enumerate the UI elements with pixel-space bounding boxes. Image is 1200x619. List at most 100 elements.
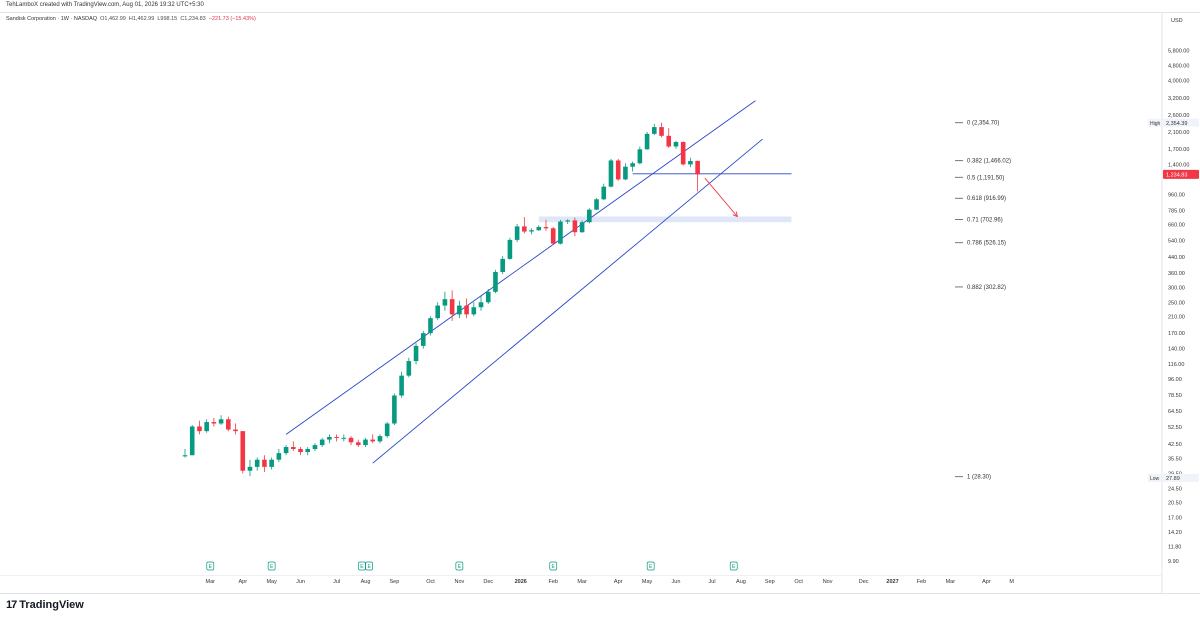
y-tick-label: 960.00 bbox=[1168, 193, 1185, 199]
candle-body bbox=[601, 186, 607, 200]
x-tick-label: 2027 bbox=[886, 579, 898, 585]
candle-body bbox=[464, 305, 469, 315]
x-tick-label: Apr bbox=[614, 579, 623, 585]
x-tick-label: Apr bbox=[238, 579, 247, 585]
candle-body bbox=[233, 429, 238, 432]
earnings-event-letter: E bbox=[270, 564, 274, 570]
y-tick-label: 660.00 bbox=[1168, 223, 1185, 229]
candle-body bbox=[298, 449, 303, 453]
low-value: L998.15 bbox=[157, 16, 178, 22]
earnings-event-icon bbox=[206, 561, 215, 571]
candle-body bbox=[695, 160, 700, 175]
earnings-event-icon bbox=[455, 561, 464, 571]
candle-body bbox=[529, 230, 534, 232]
y-tick-label: 96.00 bbox=[1168, 377, 1182, 383]
candle-body bbox=[413, 345, 419, 362]
candle-body bbox=[363, 439, 368, 446]
earnings-event-letter: E bbox=[649, 564, 653, 570]
candle-body bbox=[688, 161, 693, 165]
earnings-event-letter: E bbox=[367, 564, 371, 570]
y-tick-label: 540.00 bbox=[1168, 239, 1185, 245]
fib-level-label: 0.618 (916.99) bbox=[967, 196, 1006, 202]
candle-body bbox=[197, 426, 202, 432]
candle-body bbox=[449, 299, 455, 315]
high-tag-bg bbox=[1148, 118, 1161, 127]
symbol-title: Sandisk Corporation · 1W · NASDAQ bbox=[6, 16, 98, 22]
y-tick-label: 17.00 bbox=[1168, 516, 1182, 522]
candle-body bbox=[182, 455, 188, 457]
y-tick-label: 64.50 bbox=[1168, 409, 1182, 415]
y-tick-label: 52.50 bbox=[1168, 425, 1182, 431]
x-tick-label: Mar bbox=[946, 579, 956, 585]
symbol-info: Sandisk Corporation · 1W · NASDAQ O1,462… bbox=[6, 16, 256, 22]
candle-body bbox=[428, 318, 433, 334]
candle-body bbox=[507, 239, 513, 259]
x-tick-label: Nov bbox=[454, 579, 464, 585]
earnings-event-icon bbox=[267, 561, 276, 571]
fib-level-label: 0.882 (302.82) bbox=[967, 285, 1006, 291]
candle-body bbox=[659, 127, 664, 136]
fib-level-label: 1 (28.30) bbox=[967, 475, 991, 481]
high-tag: High bbox=[1150, 121, 1161, 127]
candle-body bbox=[420, 333, 426, 346]
candle-body bbox=[565, 220, 570, 222]
candle-body bbox=[269, 459, 274, 467]
high-value: 2,354.39 bbox=[1166, 121, 1187, 127]
candle-body bbox=[334, 436, 339, 438]
x-tick-label: Mar bbox=[577, 579, 587, 585]
fib-level-label: 0.71 (702.96) bbox=[967, 218, 1003, 224]
candle-body bbox=[442, 299, 448, 306]
earnings-event-icon bbox=[365, 561, 373, 571]
candle-body bbox=[536, 227, 542, 231]
candle-body bbox=[406, 361, 412, 376]
candle-body bbox=[615, 160, 621, 180]
candle-body bbox=[204, 422, 209, 432]
y-tick-label: 1,700.00 bbox=[1168, 147, 1189, 153]
earnings-event-letter: E bbox=[360, 564, 364, 570]
y-tick-label: 3,200.00 bbox=[1168, 96, 1189, 102]
candle-body bbox=[254, 459, 260, 467]
candle-body bbox=[608, 160, 614, 187]
y-tick-label: 360.00 bbox=[1168, 271, 1185, 277]
x-tick-label: Dec bbox=[483, 579, 493, 585]
x-tick-label: Mar bbox=[206, 579, 216, 585]
x-tick-label: Sep bbox=[765, 579, 775, 585]
currency-label: USD bbox=[1171, 18, 1183, 24]
candle-body bbox=[218, 419, 224, 424]
y-tick-label: 35.50 bbox=[1168, 457, 1182, 463]
top-bar: TehLamboX created with TradingView.com, … bbox=[0, 0, 1200, 14]
fib-level-label: 0.382 (1,466.02) bbox=[967, 159, 1011, 165]
x-tick-label: Feb bbox=[548, 579, 557, 585]
y-tick-label: 24.50 bbox=[1168, 486, 1182, 492]
x-tick-label: Dec bbox=[859, 579, 869, 585]
x-tick-label: Aug bbox=[736, 579, 746, 585]
y-tick-label: 1,400.00 bbox=[1168, 162, 1189, 168]
candle-body bbox=[637, 149, 643, 164]
candle-body bbox=[312, 445, 318, 450]
y-tick-label: 42.50 bbox=[1168, 442, 1182, 448]
x-tick-label: Jul bbox=[709, 579, 716, 585]
y-tick-label: 250.00 bbox=[1168, 300, 1185, 306]
candle-body bbox=[493, 271, 498, 292]
candle-body bbox=[522, 226, 527, 232]
candle-body bbox=[348, 437, 354, 443]
candle-body bbox=[471, 307, 477, 315]
y-tick-label: 2,100.00 bbox=[1168, 130, 1189, 136]
candle-body bbox=[276, 453, 282, 460]
x-tick-label: Apr bbox=[982, 579, 991, 585]
earnings-event-letter: E bbox=[458, 564, 462, 570]
y-tick-label: 140.00 bbox=[1168, 347, 1185, 353]
earnings-event-letter: E bbox=[209, 564, 213, 570]
chart-credit: TehLamboX created with TradingView.com, … bbox=[6, 2, 204, 8]
candle-body bbox=[680, 142, 686, 165]
y-tick-label: 4,000.00 bbox=[1168, 78, 1189, 84]
candle-body bbox=[514, 226, 520, 240]
candle-body bbox=[500, 258, 505, 272]
candle-body bbox=[291, 447, 296, 450]
earnings-event-letter: E bbox=[732, 564, 736, 570]
y-tick-label: 210.00 bbox=[1168, 314, 1185, 320]
candle-body bbox=[211, 422, 217, 424]
low-tag-bg bbox=[1148, 473, 1161, 482]
candle-body bbox=[392, 395, 397, 424]
